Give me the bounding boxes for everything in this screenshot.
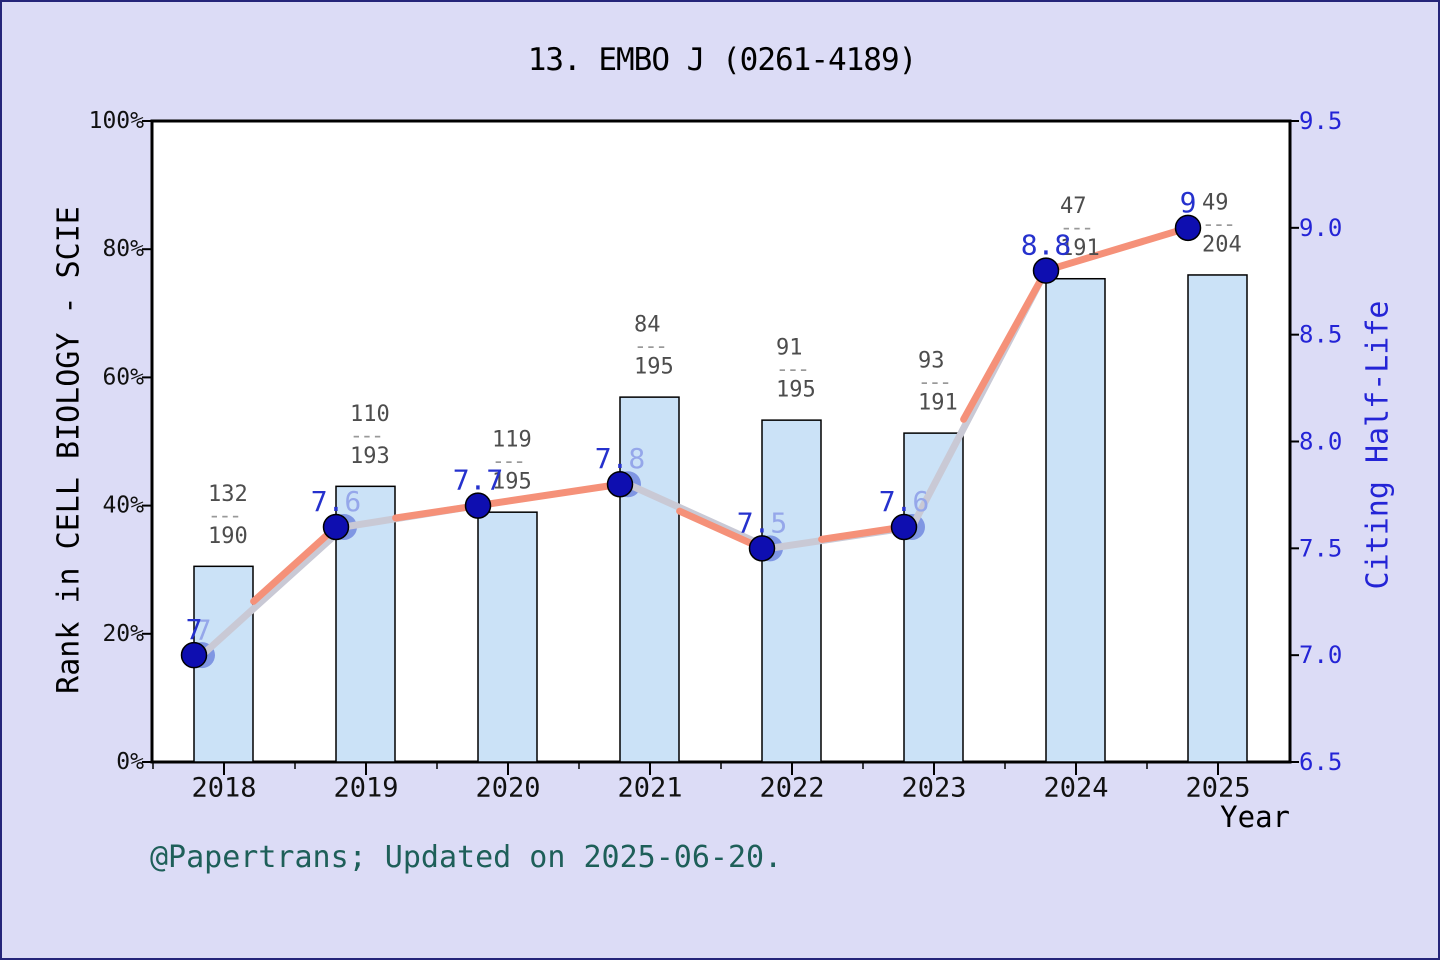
value-label-2021: 7.8 — [595, 442, 646, 475]
value-label-2023: 7.6 — [879, 484, 930, 517]
fraction-den-2022: 195 — [776, 378, 816, 403]
value-ghost-2018: 7 — [195, 614, 212, 647]
line-seg — [474, 480, 624, 510]
fraction-num-2023: 93 — [918, 349, 945, 374]
line-seg — [818, 523, 908, 543]
bar-2025 — [1187, 274, 1248, 763]
marker-2019 — [322, 513, 350, 541]
fraction-num-2020: 119 — [492, 428, 532, 453]
fraction-den-2018: 190 — [208, 524, 248, 549]
left-tick-label: 40% — [102, 493, 144, 519]
left-tick-label: 0% — [116, 749, 144, 775]
fraction-num-2024: 47 — [1060, 194, 1087, 219]
right-tick-label: 9.5 — [1299, 107, 1342, 135]
fraction-den-2023: 191 — [918, 391, 958, 416]
left-tick-label: 20% — [102, 621, 144, 647]
bar-2019 — [335, 485, 396, 763]
marker-2023 — [890, 513, 918, 541]
year-label: 2018 — [191, 773, 256, 804]
right-tick-label: 8.5 — [1299, 321, 1342, 349]
bar-2024 — [1045, 277, 1106, 763]
fraction-bar-2019: --- — [350, 423, 382, 447]
bar-2021 — [619, 396, 680, 763]
fraction-den-2024: 191 — [1060, 236, 1100, 261]
right-tick-label: 8.0 — [1299, 428, 1342, 456]
year-label: 2021 — [617, 773, 682, 804]
fraction-bar-2021: --- — [634, 334, 666, 358]
line-seg — [676, 507, 766, 552]
fraction-num-2019: 110 — [350, 402, 390, 427]
page-title: 13. EMBO J (0261-4189) — [527, 42, 918, 78]
right-tick-label: 9.0 — [1299, 214, 1342, 242]
line-seg — [250, 523, 340, 605]
plot-area — [150, 119, 1292, 764]
fraction-bar-2023: --- — [918, 370, 950, 394]
bar-2020 — [477, 511, 538, 763]
x-axis-title: Year — [1220, 800, 1290, 834]
fraction-num-2021: 84 — [634, 313, 661, 338]
right-tick-label: 7.5 — [1299, 534, 1342, 562]
fraction-bar-2025: --- — [1202, 212, 1234, 236]
fraction-den-2021: 195 — [634, 355, 674, 380]
fraction-den-2025: 204 — [1202, 232, 1242, 257]
right-tick-label: 6.5 — [1299, 748, 1342, 776]
value-label-2025: 9 — [1180, 185, 1197, 218]
fraction-num-2018: 132 — [208, 482, 248, 507]
line-shadow-seg — [198, 523, 348, 659]
year-label: 2022 — [759, 773, 824, 804]
year-label: 2020 — [475, 773, 540, 804]
year-label: 2025 — [1185, 773, 1250, 804]
value-label-2019: 7.6 — [311, 484, 362, 517]
fraction-num-2022: 91 — [776, 336, 803, 361]
fraction-bar-2020: --- — [492, 449, 524, 473]
footer-credit: @Papertrans; Updated on 2025-06-20. — [150, 840, 783, 875]
value-label-2024: 8.8 — [1021, 228, 1072, 261]
year-label: 2019 — [333, 773, 398, 804]
left-tick-label: 60% — [102, 364, 144, 390]
line-seg — [392, 502, 482, 522]
marker-2018 — [180, 641, 208, 669]
marker-2024 — [1032, 257, 1060, 284]
marker-2020 — [464, 492, 492, 519]
value-label-2022: 7.5 — [737, 506, 788, 539]
marker-2021 — [606, 470, 634, 498]
fraction-den-2020: 195 — [492, 470, 532, 495]
left-tick-label: 80% — [102, 236, 144, 262]
fraction-den-2019: 193 — [350, 444, 390, 469]
year-label: 2024 — [1043, 773, 1108, 804]
right-tick-label: 7.0 — [1299, 641, 1342, 669]
marker-2025 — [1174, 214, 1202, 242]
fraction-bar-2024: --- — [1060, 216, 1092, 240]
value-label-2018: 7 — [186, 613, 203, 646]
fraction-bar-2022: --- — [776, 357, 808, 381]
marker-2022 — [748, 535, 776, 562]
year-label: 2023 — [901, 773, 966, 804]
fraction-num-2025: 49 — [1202, 190, 1229, 215]
value-label-2020: 7.7 — [453, 463, 504, 496]
line-seg — [1042, 224, 1192, 275]
bar-2022 — [761, 419, 822, 763]
left-tick-label: 100% — [89, 108, 145, 134]
fraction-bar-2018: --- — [208, 503, 240, 527]
line-seg — [960, 267, 1050, 423]
